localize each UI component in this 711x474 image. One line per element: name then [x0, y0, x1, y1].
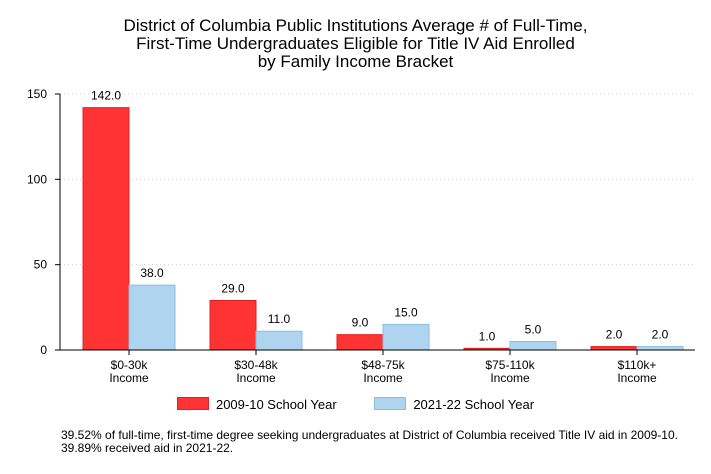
y-tick-label: 100: [27, 172, 47, 186]
bar-2021-22: [636, 346, 684, 351]
data-label: 15.0: [394, 305, 418, 319]
x-tick-label: Income: [617, 371, 657, 385]
legend-label-2021-22: 2021-22 School Year: [413, 397, 535, 412]
data-label: 2.0: [652, 328, 669, 342]
bar-2021-22: [509, 340, 557, 351]
data-label: 11.0: [268, 312, 291, 326]
bar-2021-22: [255, 330, 303, 351]
y-tick-label: 150: [27, 87, 47, 101]
bar-2009-10: [82, 107, 130, 351]
data-label: 142.0: [91, 89, 121, 103]
data-label: 5.0: [525, 322, 542, 336]
chart-title-line-1: District of Columbia Public Institutions…: [123, 16, 588, 35]
chart-title-line-3: by Family Income Bracket: [257, 52, 454, 71]
chart-title: District of Columbia Public Institutions…: [0, 17, 711, 71]
data-label: 9.0: [352, 316, 369, 330]
bar-2021-22: [128, 284, 176, 351]
legend-item-2009-10: 2009-10 School Year: [176, 397, 337, 412]
bar-2009-10: [209, 300, 257, 351]
bar-2021-22: [382, 323, 430, 351]
x-tick-label: $110k+: [618, 358, 657, 372]
x-tick-label: Income: [236, 371, 276, 385]
x-tick-label: $75-110k: [485, 358, 535, 372]
legend-item-2021-22: 2021-22 School Year: [374, 397, 534, 412]
x-tick-label: Income: [109, 371, 149, 385]
data-label: 2.0: [606, 328, 623, 342]
x-tick-label: Income: [490, 371, 530, 385]
chart-title-line-2: First-Time Undergraduates Eligible for T…: [136, 34, 575, 53]
data-label: 1.0: [479, 329, 496, 343]
y-tick-label: 0: [40, 343, 47, 357]
x-tick-label: $30-48k: [234, 358, 278, 372]
data-label: 29.0: [221, 282, 245, 296]
data-label: 38.0: [140, 266, 164, 280]
legend-label-2009-10: 2009-10 School Year: [215, 397, 337, 412]
x-tick-label: $0-30k: [111, 358, 149, 372]
legend-swatch-2009-10: [176, 397, 209, 410]
bar-2009-10: [336, 334, 384, 351]
footnote: 39.52% of full-time, first-time degree s…: [61, 428, 678, 455]
x-tick-label: $48-75k: [361, 358, 405, 372]
bar-2009-10: [590, 346, 638, 351]
legend: 2009-10 School Year 2021-22 School Year: [0, 397, 711, 412]
x-tick-label: Income: [363, 371, 403, 385]
legend-swatch-2021-22: [374, 397, 407, 410]
y-tick-label: 50: [34, 258, 48, 272]
